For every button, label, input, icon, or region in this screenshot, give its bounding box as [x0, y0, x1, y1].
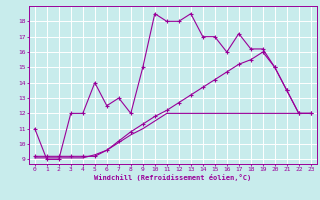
X-axis label: Windchill (Refroidissement éolien,°C): Windchill (Refroidissement éolien,°C): [94, 174, 252, 181]
